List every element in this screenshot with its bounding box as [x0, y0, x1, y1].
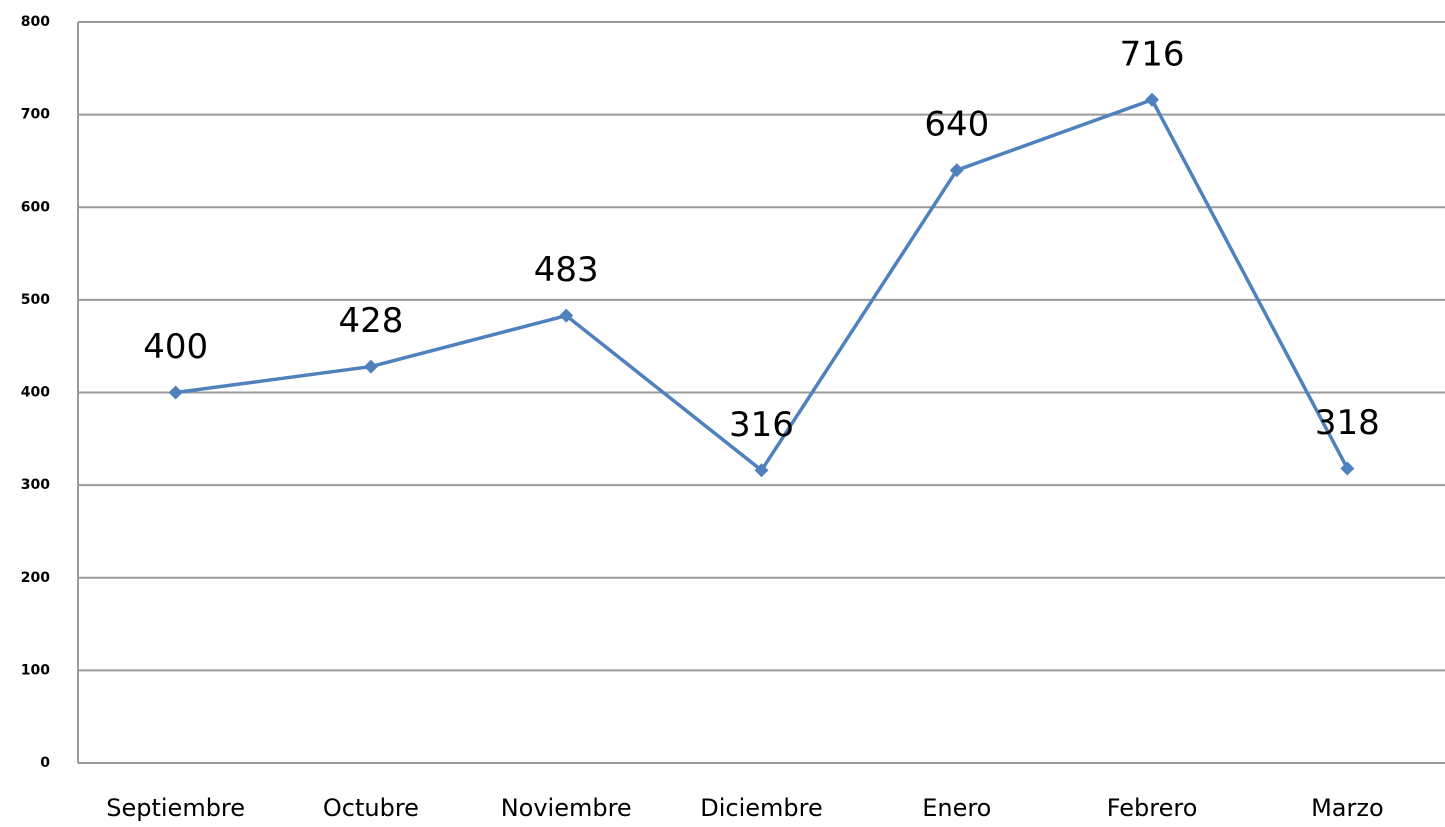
x-tick-label: Diciembre: [700, 794, 823, 822]
y-tick-label: 100: [21, 662, 50, 678]
data-label: 316: [729, 405, 794, 445]
x-tick-label: Noviembre: [501, 794, 632, 822]
x-tick-label: Febrero: [1107, 794, 1198, 822]
y-tick-label: 400: [21, 385, 50, 401]
x-tick-label: Octubre: [323, 794, 419, 822]
data-label: 428: [338, 301, 403, 341]
marker: [1145, 92, 1160, 107]
y-tick-label: 700: [21, 107, 50, 123]
x-tick-label: Enero: [922, 794, 991, 822]
data-label: 640: [924, 105, 989, 145]
x-tick-label: Marzo: [1311, 794, 1384, 822]
y-tick-label: 200: [21, 570, 50, 586]
marker: [168, 385, 183, 400]
marker: [363, 359, 378, 374]
marker: [1340, 461, 1355, 476]
y-tick-label: 600: [21, 199, 50, 215]
marker: [949, 163, 964, 178]
y-tick-label: 500: [21, 292, 50, 308]
data-label: 716: [1120, 34, 1185, 74]
x-tick-label: Septiembre: [106, 794, 245, 822]
marker: [754, 463, 769, 478]
data-label: 483: [534, 250, 599, 290]
marker: [559, 308, 574, 323]
y-tick-label: 800: [21, 14, 50, 30]
data-label: 318: [1315, 403, 1380, 443]
y-tick-label: 0: [40, 755, 50, 771]
data-label: 400: [143, 327, 208, 367]
y-tick-label: 300: [21, 477, 50, 493]
